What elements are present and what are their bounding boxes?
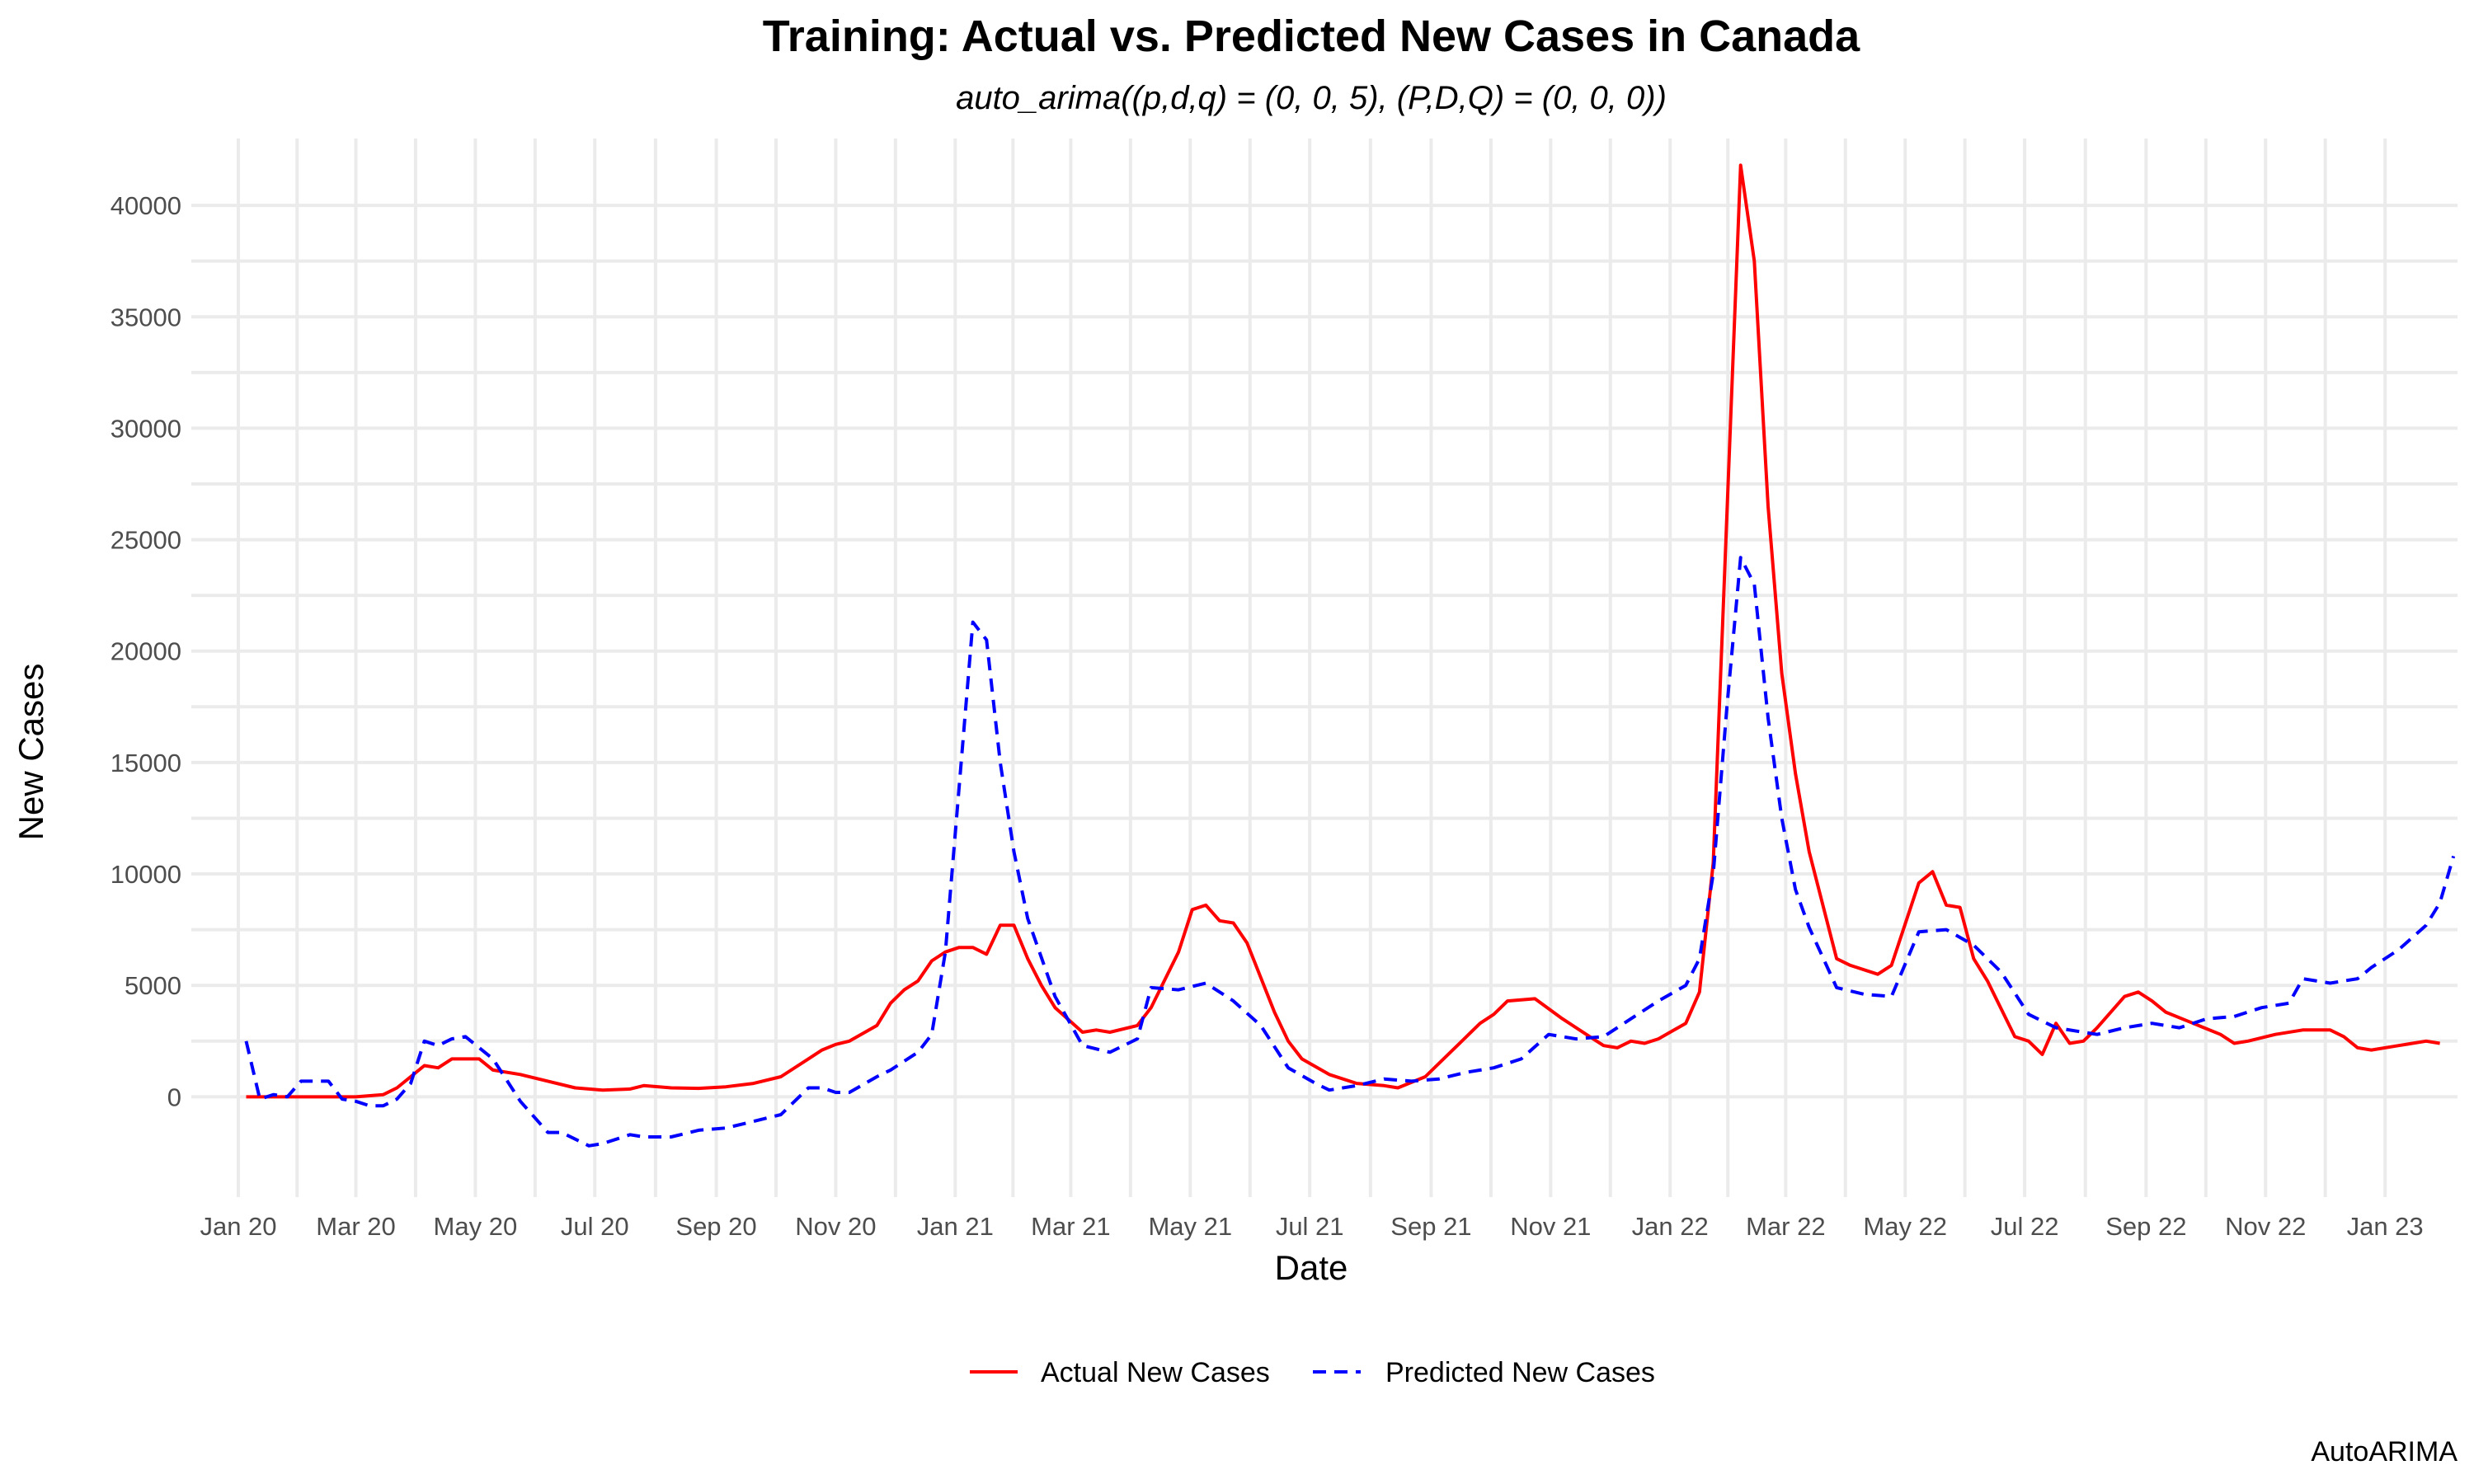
chart-caption: AutoARIMA (2311, 1436, 2458, 1468)
legend-label-actual: Actual New Cases (1041, 1357, 1270, 1388)
legend-label-predicted: Predicted New Cases (1385, 1357, 1655, 1388)
x-tick-label: Jan 23 (2347, 1212, 2424, 1241)
y-tick-label: 20000 (111, 637, 181, 666)
x-tick-label: Sep 22 (2105, 1212, 2186, 1241)
y-axis-label: New Cases (12, 664, 50, 841)
chart-subtitle: auto_arima((p,d,q) = (0, 0, 5), (P,D,Q) … (956, 80, 1667, 116)
y-tick-label: 0 (167, 1082, 181, 1111)
chart-title: Training: Actual vs. Predicted New Cases… (763, 12, 1860, 61)
x-tick-label: Jan 20 (200, 1212, 276, 1241)
y-tick-label: 15000 (111, 749, 181, 777)
x-tick-label: May 20 (434, 1212, 518, 1241)
x-tick-label: Mar 20 (316, 1212, 395, 1241)
legend: Actual New Cases Predicted New Cases (970, 1357, 1655, 1388)
x-tick-label: Nov 20 (795, 1212, 876, 1241)
grid-layer (191, 139, 2458, 1197)
y-tick-label: 5000 (125, 971, 181, 1000)
series-line-actual (246, 163, 2440, 1099)
x-tick-label: Jul 21 (1276, 1212, 1344, 1241)
y-tick-label: 25000 (111, 526, 181, 555)
x-tick-label: Sep 20 (675, 1212, 756, 1241)
series-line-predicted (244, 556, 2456, 1148)
y-tick-label: 30000 (111, 414, 181, 443)
y-axis-ticks: 0 5000 10000 15000 20000 25000 30000 35000 40000 (111, 191, 181, 1111)
x-tick-label: Jul 20 (561, 1212, 629, 1241)
y-tick-label: 35000 (111, 303, 181, 331)
x-tick-label: Jan 22 (1632, 1212, 1709, 1241)
y-tick-label: 10000 (111, 860, 181, 889)
y-tick-label: 40000 (111, 191, 181, 220)
x-axis-ticks: Jan 20 Mar 20 May 20 Jul 20 Sep 20 Nov 20 Jan … (200, 1212, 2423, 1241)
series-layer (244, 163, 2456, 1148)
x-tick-label: Jul 22 (1991, 1212, 2059, 1241)
x-tick-label: Mar 21 (1031, 1212, 1110, 1241)
x-tick-label: Nov 21 (1510, 1212, 1591, 1241)
x-tick-label: May 21 (1148, 1212, 1232, 1241)
x-tick-label: Jan 21 (917, 1212, 994, 1241)
x-axis-label: Date (1275, 1248, 1348, 1287)
x-tick-label: Nov 22 (2225, 1212, 2306, 1241)
x-tick-label: Sep 21 (1390, 1212, 1471, 1241)
x-tick-label: May 22 (1863, 1212, 1947, 1241)
x-tick-label: Mar 22 (1746, 1212, 1825, 1241)
